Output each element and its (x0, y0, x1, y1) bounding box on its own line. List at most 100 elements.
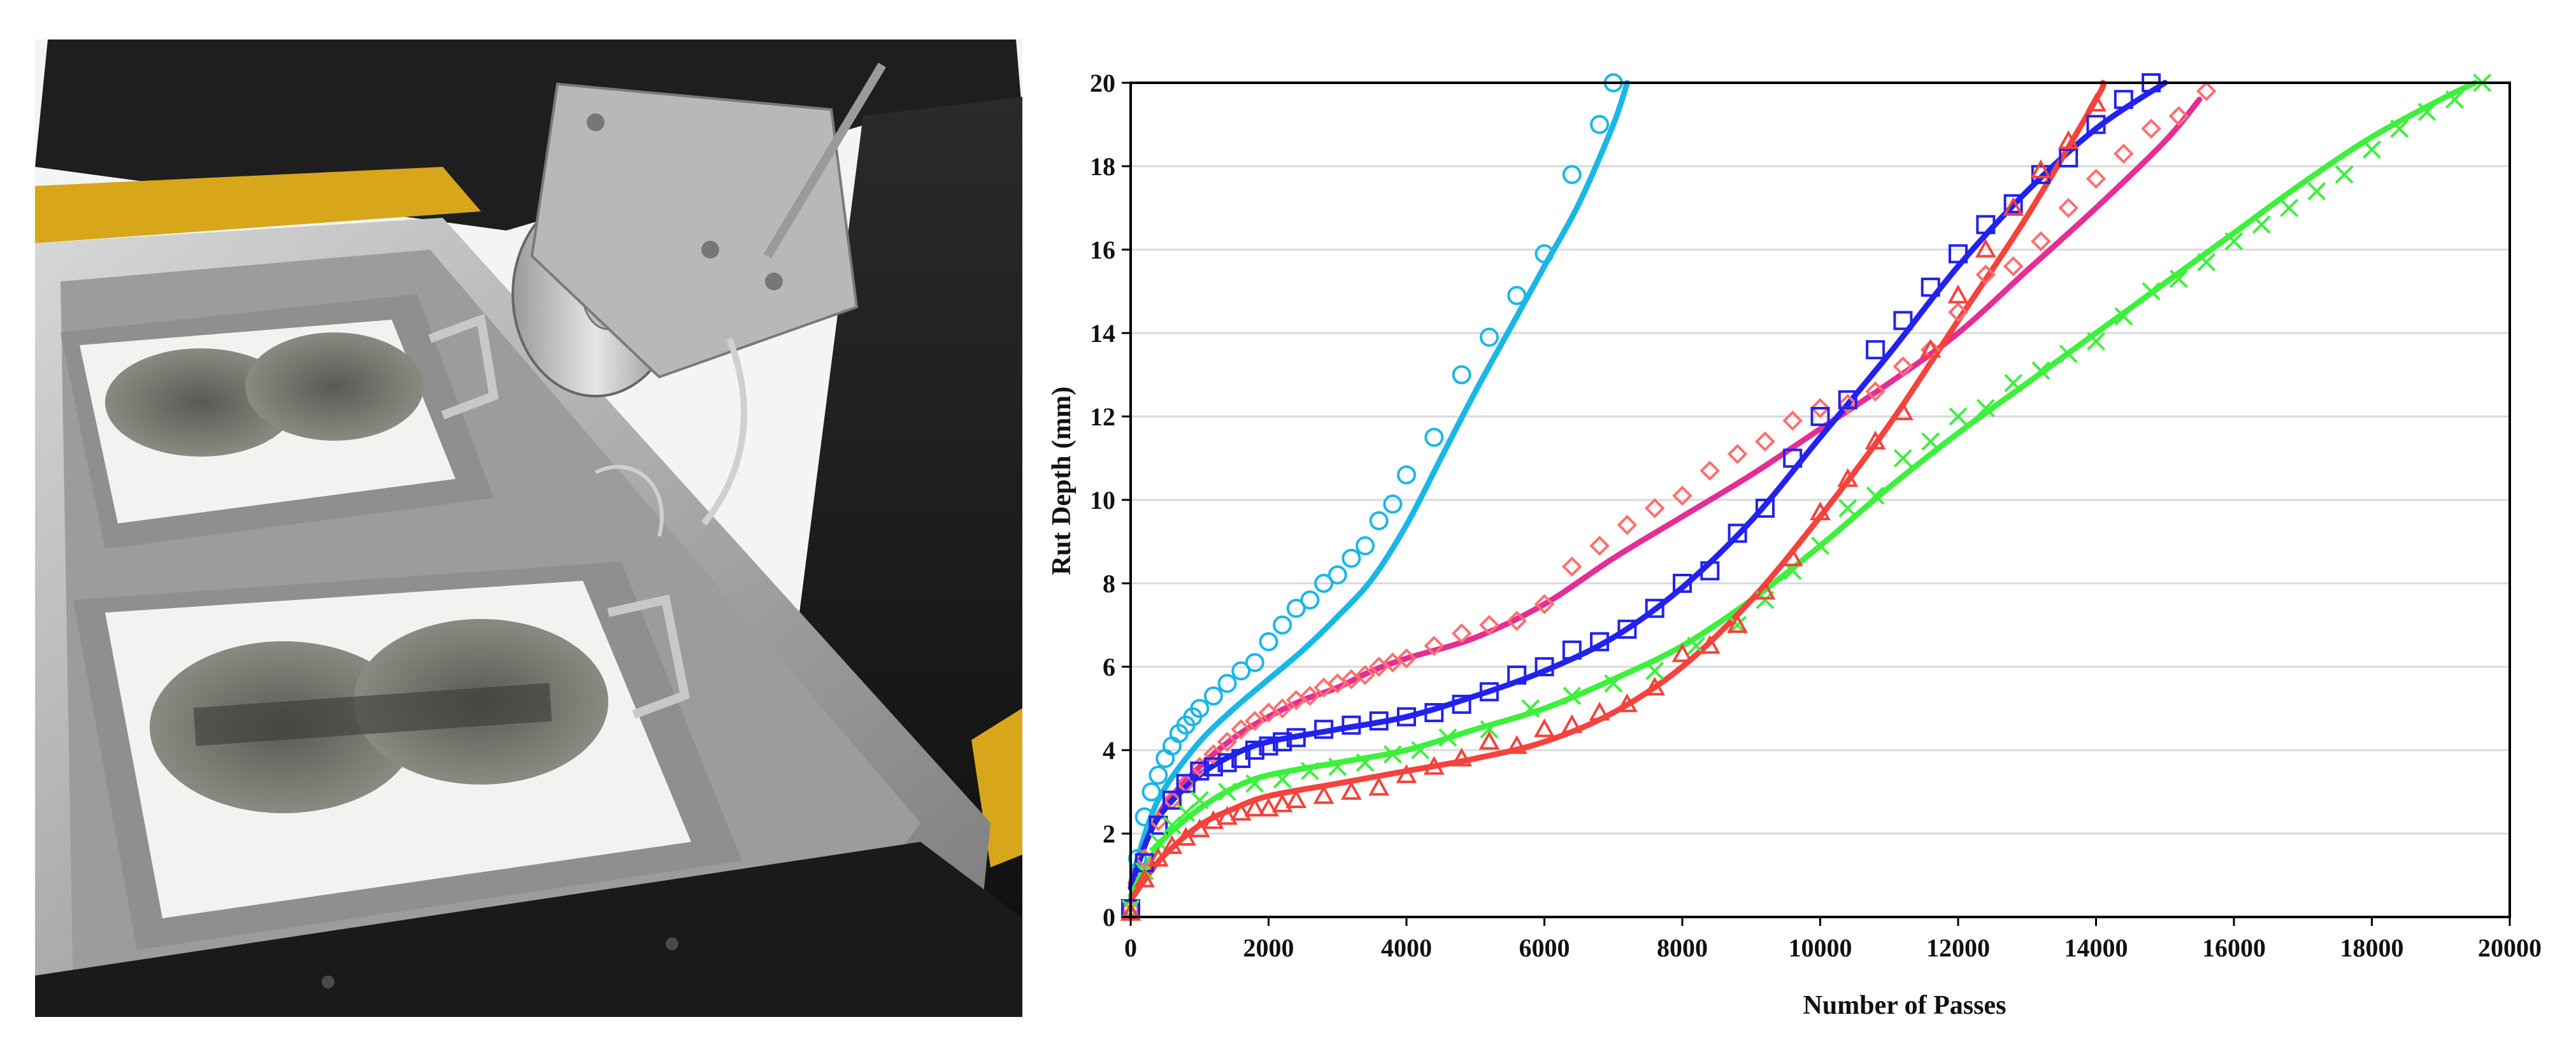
data-point-x (1273, 770, 1292, 789)
data-point-diamond (1810, 398, 1831, 418)
x-axis-title: Number of Passes (1803, 991, 2007, 1020)
data-point-triangle (1506, 735, 1528, 754)
data-point-triangle (1368, 776, 1390, 796)
data-point-triangle (1920, 339, 1942, 358)
data-point-circle (1383, 494, 1403, 514)
data-point-x (1893, 449, 1912, 467)
data-point-x (2114, 307, 2133, 326)
data-point-diamond (1245, 711, 1265, 731)
data-point-x (1301, 762, 1319, 781)
data-point-square (1424, 703, 1444, 723)
wheel-tracking-device-photo (35, 39, 1022, 1017)
data-point-square (2114, 90, 2133, 110)
data-point-square (1673, 574, 1692, 593)
data-point-triangle (1975, 238, 1996, 258)
front-panel (35, 842, 1022, 1017)
data-point-triangle (2057, 130, 2079, 150)
data-point-square (1452, 694, 1471, 714)
data-point-diamond (1893, 356, 1914, 377)
data-point-diamond (1479, 615, 1499, 636)
data-point-square (1976, 215, 1996, 234)
data-point-x (1190, 791, 1209, 810)
data-point-square (1810, 407, 1830, 426)
panel-screw-1 (322, 976, 334, 988)
data-point-x (2142, 282, 2161, 301)
data-point-x (2169, 269, 2188, 288)
data-point-circle (1590, 115, 1610, 134)
data-point-square (1949, 244, 1968, 264)
y-tick-label: 8 (1103, 569, 1115, 598)
fit-curve-4 (1127, 80, 2479, 899)
data-point-square (1176, 774, 1196, 793)
data-point-circle (1231, 661, 1251, 681)
data-point-circle (1141, 782, 1161, 802)
y-tick-label: 2 (1103, 820, 1115, 848)
data-point-diamond (1672, 485, 1692, 506)
data-point-diamond (1231, 719, 1252, 740)
data-point-diamond (1134, 848, 1155, 869)
x-tick-label: 6000 (1519, 934, 1570, 962)
data-point-circle (1314, 574, 1334, 593)
data-point-circle (1203, 686, 1223, 706)
data-point-triangle (1244, 797, 1266, 817)
data-point-diamond (1837, 394, 1858, 415)
data-point-square (2003, 194, 2023, 213)
data-point-triangle (1699, 635, 1721, 654)
y-tick-label: 12 (1090, 402, 1115, 431)
data-point-diamond (1534, 594, 1555, 615)
axes (1122, 82, 2511, 926)
data-point-square (1535, 657, 1554, 676)
data-point-x (1383, 745, 1402, 764)
data-point-triangle (1864, 430, 1886, 450)
tick-labels: 0 2 4 6 8 10 12 14 16 18 20 0 2000 4000 6000 8000 10000 1… (1090, 69, 2542, 962)
data-point-triangle (1230, 802, 1252, 821)
data-point-x (1866, 487, 1885, 505)
data-point-square (1893, 311, 1913, 331)
data-point-diamond (2141, 118, 2161, 139)
data-point-square (1507, 665, 1527, 685)
data-point-square (1273, 732, 1292, 751)
data-point-square (1162, 790, 1182, 810)
bracket-bolt-3 (765, 273, 783, 290)
x-tick-label: 0 (1124, 934, 1137, 962)
data-point-triangle (1810, 501, 1831, 521)
data-point-diamond (1644, 498, 1665, 518)
data-point-diamond (1589, 536, 1610, 556)
data-point-circle (1342, 548, 1361, 568)
data-point-x (2031, 361, 2050, 380)
data-point-diamond (1424, 636, 1445, 657)
data-point-circle (1273, 615, 1292, 635)
upper-sample-core-right (245, 332, 424, 441)
tray-handle-upper (428, 313, 499, 420)
data-point-diamond (1617, 515, 1638, 536)
cable-2 (594, 465, 664, 537)
data-point-x (2307, 181, 2326, 201)
y-tick-label: 4 (1103, 736, 1115, 765)
data-point-diamond (2113, 143, 2134, 164)
data-point-triangle (1203, 810, 1224, 829)
data-point-x (1438, 728, 1457, 747)
data-point-circle (1300, 590, 1320, 610)
data-point-triangle (1947, 284, 1969, 304)
data-point-x (2087, 332, 2105, 351)
data-point-diamond (1755, 431, 1775, 452)
x-tick-label: 18000 (2340, 934, 2404, 962)
data-point-triangle (1671, 643, 1693, 662)
data-point-x (2252, 215, 2271, 234)
data-point-triangle (1837, 468, 1859, 487)
tray-handle-lower (607, 594, 691, 719)
data-point-diamond (1396, 648, 1417, 669)
data-point-circle (1190, 699, 1210, 718)
data-point-triangle (1617, 693, 1638, 713)
x-tick-label: 14000 (2064, 934, 2128, 962)
data-point-triangle (1893, 401, 1914, 420)
data-point-diamond (1355, 665, 1375, 685)
data-point-x (1521, 699, 1540, 718)
data-point-square (1369, 711, 1389, 731)
data-point-diamond (1727, 444, 1748, 464)
data-point-x (2004, 374, 2023, 393)
data-point-circle (1369, 511, 1389, 530)
data-point-diamond (2003, 256, 2024, 277)
data-point-x (2224, 232, 2243, 251)
data-point-diamond (1272, 698, 1292, 719)
